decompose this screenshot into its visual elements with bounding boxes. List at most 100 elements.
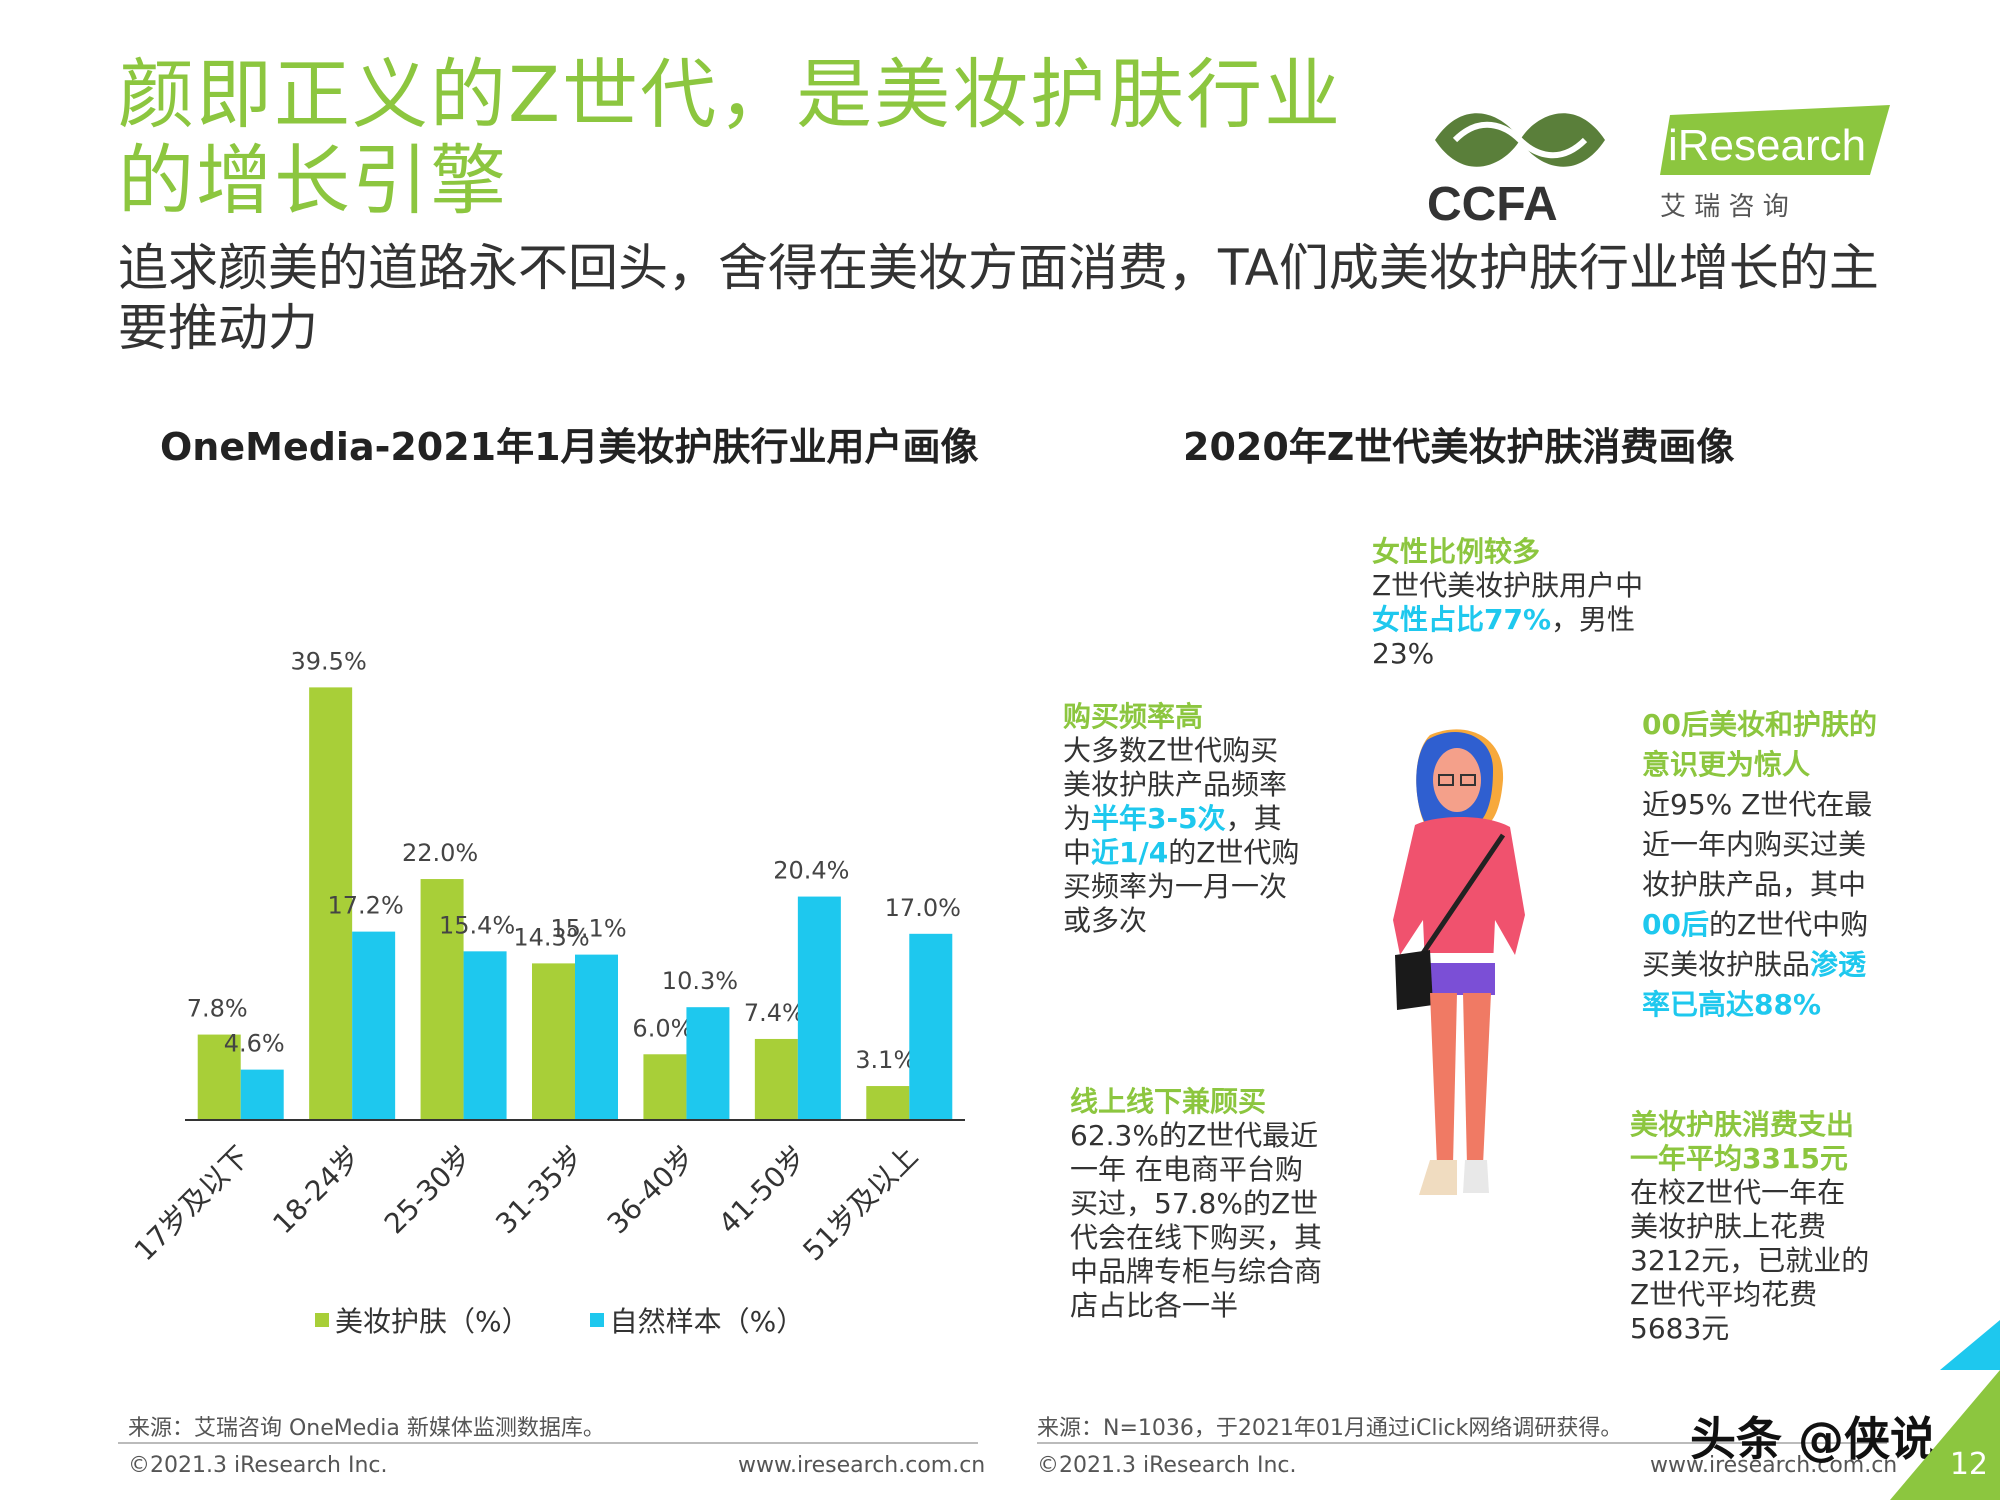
note-frequency-l4b: 的Z世代购 bbox=[1168, 836, 1300, 869]
skirt bbox=[1423, 960, 1495, 995]
page-subtitle: 追求颜美的道路永不回头，舍得在美妆方面消费，TA们成美妆护肤行业增长的主要推动力 bbox=[118, 239, 1879, 357]
right-copyright: ©2021.3 iResearch Inc. bbox=[1037, 1453, 1297, 1478]
iresearch-logo-cn: 艾 瑞 咨 询 bbox=[1660, 192, 1789, 222]
data-label-natural: 15.4% bbox=[439, 911, 515, 939]
note-channels-l3: 买过，57.8%的Z世 bbox=[1070, 1187, 1319, 1220]
note-00s-l5a: 买美妆护肤品 bbox=[1642, 948, 1811, 981]
iresearch-logo-text: iResearch bbox=[1668, 121, 1866, 170]
ccfa-logo-text: CCFA bbox=[1427, 178, 1558, 230]
left-copyright: ©2021.3 iResearch Inc. bbox=[128, 1453, 388, 1478]
data-label-natural: 15.1% bbox=[550, 915, 626, 943]
left-website: www.iresearch.com.cn bbox=[738, 1453, 986, 1478]
note-frequency: 购买频率高 大多数Z世代购买 美妆护肤产品频率 为半年3-5次，其 中近1/4的… bbox=[1063, 700, 1323, 938]
note-channels-l2: 一年 在电商平台购 bbox=[1070, 1153, 1303, 1186]
category-label: 51岁及以上 bbox=[797, 1140, 925, 1268]
note-frequency-l6: 或多次 bbox=[1063, 904, 1148, 937]
note-frequency-l4hl: 近1/4 bbox=[1091, 836, 1169, 869]
page-number: 12 bbox=[1949, 1447, 1988, 1482]
note-00s-l3: 妆护肤产品，其中 bbox=[1642, 868, 1867, 901]
note-00s-l5: 买美妆护肤品渗透 bbox=[1642, 945, 1902, 985]
iresearch-logo: iResearch 艾 瑞 咨 询 bbox=[1660, 105, 1890, 222]
age-bar-chart: 7.8% 4.6% 17岁及以下 39.5% 17.2% 18-24岁 22.0% 15.4%… bbox=[128, 647, 965, 1268]
left-leg bbox=[1430, 993, 1457, 1165]
bar-natural bbox=[686, 1007, 730, 1120]
bar-beauty bbox=[532, 963, 575, 1120]
data-label-beauty: 6.0% bbox=[632, 1014, 693, 1042]
note-spend-head2: 一年平均3315元 bbox=[1630, 1142, 1848, 1175]
bar-natural bbox=[240, 1069, 284, 1120]
ccfa-logo: CCFA bbox=[1427, 113, 1605, 230]
bar-beauty bbox=[866, 1086, 910, 1120]
bar-natural bbox=[352, 931, 396, 1120]
left-source: 来源：艾瑞咨询 OneMedia 新媒体监测数据库。 bbox=[128, 1416, 605, 1441]
right-website: www.iresearch.com.cn bbox=[1650, 1453, 1898, 1478]
data-label-beauty: 22.0% bbox=[402, 839, 478, 867]
note-frequency-l2: 美妆护肤产品频率 bbox=[1063, 768, 1288, 801]
left-shoe bbox=[1419, 1160, 1457, 1195]
bar-natural bbox=[575, 954, 618, 1120]
bar-beauty bbox=[420, 879, 464, 1120]
note-frequency-head: 购买频率高 bbox=[1063, 700, 1204, 733]
note-female-hl: 女性占比77% bbox=[1372, 603, 1552, 636]
note-frequency-l1: 大多数Z世代购买 bbox=[1063, 734, 1279, 767]
note-female-head: 女性比例较多 bbox=[1372, 535, 1541, 568]
data-label-natural: 4.6% bbox=[224, 1030, 285, 1058]
chart-legend: 美妆护肤（%） 自然样本（%） bbox=[315, 1300, 804, 1340]
iresearch-logo-band bbox=[1660, 105, 1890, 175]
note-00s-l4hl: 00后 bbox=[1642, 908, 1709, 941]
note-frequency-l3a: 为 bbox=[1063, 802, 1092, 835]
bar-beauty bbox=[309, 687, 353, 1120]
data-label-beauty: 39.5% bbox=[291, 647, 367, 675]
face bbox=[1433, 748, 1481, 812]
legend-label-natural: 自然样本（%） bbox=[609, 1305, 805, 1338]
note-00s-head2: 意识更为惊人 bbox=[1642, 748, 1811, 781]
right-shoe bbox=[1463, 1160, 1489, 1193]
woman-illustration bbox=[1393, 729, 1525, 1195]
note-channels: 线上线下兼顾买 62.3%的Z世代最近 一年 在电商平台购 买过，57.8%的Z… bbox=[1070, 1085, 1340, 1323]
note-frequency-l3hl: 半年3-5次 bbox=[1091, 802, 1226, 835]
note-frequency-l3: 为半年3-5次，其 bbox=[1063, 802, 1323, 836]
note-00s-l4: 00后的Z世代中购 bbox=[1642, 905, 1902, 945]
note-00s-l1: 近95% Z世代在最 bbox=[1642, 788, 1873, 821]
note-spend-l3: 3212元，已就业的 bbox=[1630, 1244, 1870, 1277]
note-channels-l1: 62.3%的Z世代最近 bbox=[1070, 1119, 1319, 1152]
note-channels-head: 线上线下兼顾买 bbox=[1070, 1085, 1267, 1118]
note-spend-head1: 美妆护肤消费支出 bbox=[1630, 1108, 1855, 1141]
note-00s: 00后美妆和护肤的 意识更为惊人 近95% Z世代在最 近一年内购买过美 妆护肤… bbox=[1642, 705, 1902, 1025]
note-frequency-l5: 买频率为一月一次 bbox=[1063, 870, 1288, 903]
note-00s-head1: 00后美妆和护肤的 bbox=[1642, 708, 1877, 741]
note-female-line1: Z世代美妆护肤用户中 bbox=[1372, 569, 1644, 602]
bar-natural bbox=[463, 951, 507, 1120]
bar-beauty bbox=[754, 1038, 798, 1120]
bar-natural bbox=[797, 896, 841, 1120]
note-female-line2: 女性占比77%，男性 bbox=[1372, 603, 1672, 637]
ccfa-logo-swirl-inner bbox=[1452, 121, 1588, 159]
note-channels-l4: 代会在线下购买，其 bbox=[1070, 1221, 1323, 1254]
note-00s-l4b: 的Z世代中购 bbox=[1708, 908, 1869, 941]
data-label-beauty: 7.8% bbox=[187, 995, 248, 1023]
note-00s-l6hl: 率已高达88% bbox=[1642, 988, 1822, 1021]
data-label-beauty: 3.1% bbox=[855, 1046, 916, 1074]
note-frequency-l4a: 中 bbox=[1063, 836, 1092, 869]
legend-item-natural: 自然样本（%） bbox=[589, 1300, 805, 1340]
note-frequency-l4: 中近1/4的Z世代购 bbox=[1063, 836, 1323, 870]
shirt-hem bbox=[1423, 953, 1495, 963]
profile-title: 2020年Z世代美妆护肤消费画像 bbox=[1183, 425, 1735, 469]
bar-natural bbox=[909, 933, 953, 1120]
data-label-natural: 10.3% bbox=[662, 967, 738, 995]
category-label: 36-40岁 bbox=[601, 1140, 702, 1241]
note-female-line2-text: ，男性 bbox=[1551, 603, 1636, 636]
data-label-natural: 17.2% bbox=[328, 892, 404, 920]
glasses bbox=[1438, 774, 1476, 786]
data-label-natural: 20.4% bbox=[773, 857, 849, 885]
left-footer-rule bbox=[118, 1442, 978, 1444]
bar-beauty bbox=[643, 1054, 687, 1120]
right-footer-rule bbox=[1037, 1442, 1887, 1444]
bag bbox=[1395, 950, 1433, 1010]
note-00s-l5hl: 渗透 bbox=[1810, 948, 1867, 981]
note-female-line3: 23% bbox=[1372, 637, 1435, 670]
category-label: 41-50岁 bbox=[712, 1140, 813, 1241]
legend-item-beauty: 美妆护肤（%） bbox=[315, 1300, 530, 1340]
category-label: 17岁及以下 bbox=[128, 1140, 256, 1268]
note-00s-l2: 近一年内购买过美 bbox=[1642, 828, 1867, 861]
